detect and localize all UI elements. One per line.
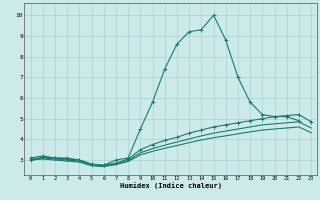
X-axis label: Humidex (Indice chaleur): Humidex (Indice chaleur) <box>120 182 222 189</box>
